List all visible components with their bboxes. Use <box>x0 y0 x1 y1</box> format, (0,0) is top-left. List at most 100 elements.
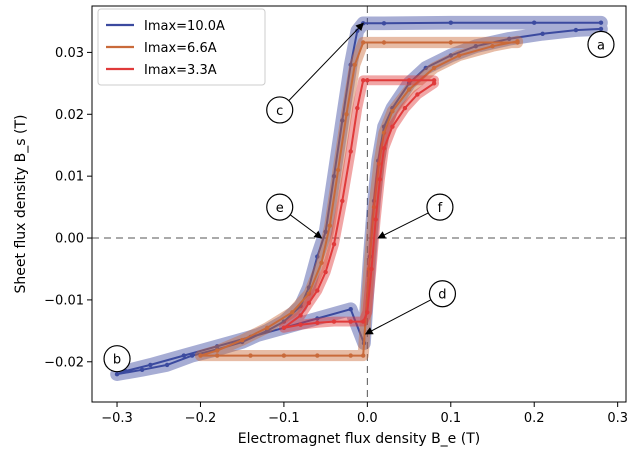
data-point <box>248 353 253 358</box>
data-point <box>423 65 428 71</box>
data-point <box>361 78 366 83</box>
x-tick-label: 0.2 <box>524 411 545 426</box>
data-point <box>515 39 520 44</box>
data-point <box>139 367 145 372</box>
data-point <box>352 62 357 67</box>
data-point <box>265 325 270 330</box>
legend-item: Imax=10.0A <box>106 19 225 34</box>
data-point <box>240 337 245 343</box>
data-point <box>348 149 353 154</box>
x-tick-label: −0.3 <box>101 411 133 426</box>
annotation-a: a <box>587 30 615 58</box>
series-2 <box>194 35 524 362</box>
annotation-label: d <box>438 288 446 303</box>
data-point <box>507 36 512 41</box>
data-point <box>381 146 387 151</box>
data-point <box>306 291 312 296</box>
data-point <box>532 20 537 25</box>
data-point <box>315 254 320 259</box>
data-point <box>114 372 120 377</box>
legend: Imax=10.0A Imax=6.6A Imax=3.3A <box>97 8 266 86</box>
annotation-b: b <box>103 345 131 373</box>
data-point <box>431 65 437 71</box>
data-point <box>215 344 220 349</box>
data-point <box>540 31 545 36</box>
legend-box <box>97 8 266 86</box>
x-tick-label: 0.1 <box>440 411 461 426</box>
data-point <box>390 109 395 114</box>
data-point <box>355 105 360 111</box>
data-point <box>335 167 341 173</box>
data-point <box>377 177 383 182</box>
data-point <box>448 20 453 25</box>
y-tick-label: −0.01 <box>44 293 84 308</box>
legend-label: Imax=10.0A <box>144 19 225 34</box>
annotation-arrow <box>364 299 432 335</box>
data-point <box>598 26 604 32</box>
annotation-label: c <box>276 104 283 119</box>
data-point <box>181 353 186 358</box>
data-point <box>348 319 353 324</box>
data-point <box>402 105 408 111</box>
series-layer <box>110 15 608 382</box>
annotation-circle <box>587 30 615 58</box>
data-point <box>306 300 312 306</box>
y-axis-label: Sheet flux density B_s (T) <box>13 115 29 294</box>
annotation-circle <box>266 96 294 124</box>
data-point <box>406 78 412 83</box>
data-point <box>598 20 604 25</box>
data-point <box>215 348 220 353</box>
annotation-label: b <box>113 353 121 368</box>
data-point <box>323 229 328 234</box>
data-point <box>390 124 395 129</box>
annotation-d: d <box>364 280 457 335</box>
data-point <box>298 322 303 327</box>
data-point <box>215 353 220 358</box>
data-point <box>331 174 337 179</box>
y-tick-label: 0.00 <box>55 232 84 247</box>
data-point <box>348 307 353 312</box>
data-point <box>331 319 337 324</box>
y-tick-label: −0.02 <box>44 355 84 370</box>
y-axis-ticks: −0.02 −0.01 0.00 0.01 0.02 0.03 <box>44 46 92 370</box>
data-point <box>456 53 462 58</box>
data-point <box>319 260 324 265</box>
annotation-arrow <box>288 22 364 101</box>
y-tick-label: 0.01 <box>55 170 84 185</box>
data-point <box>376 161 382 166</box>
data-point <box>315 320 320 325</box>
data-point <box>198 353 203 358</box>
annotation-c: c <box>266 22 364 124</box>
data-point <box>361 40 366 45</box>
annotation-circle <box>428 280 457 308</box>
annotation-arrow <box>377 212 429 239</box>
annotation-circle <box>426 193 454 221</box>
data-point <box>315 353 320 358</box>
annotation-circle <box>103 345 131 373</box>
annotation-e: e <box>266 193 323 239</box>
data-point <box>164 362 170 368</box>
annotation-label: a <box>597 38 605 53</box>
legend-label: Imax=3.3A <box>144 63 217 78</box>
data-point <box>281 353 287 358</box>
annotation-label: f <box>438 201 443 216</box>
plot-frame <box>91 5 627 403</box>
data-point <box>340 118 345 123</box>
data-point <box>348 62 353 67</box>
data-point <box>148 362 153 368</box>
data-point <box>415 92 420 97</box>
x-tick-label: 0.0 <box>357 411 378 426</box>
y-tick-label: 0.02 <box>55 108 84 123</box>
data-point <box>290 310 295 315</box>
annotations-layer: a b c d e f <box>103 22 615 373</box>
data-point <box>369 266 374 272</box>
legend-item: Imax=6.6A <box>106 41 217 56</box>
x-tick-label: −0.1 <box>268 411 300 426</box>
annotation-f: f <box>377 193 454 239</box>
data-point <box>381 40 387 45</box>
data-point <box>281 325 287 330</box>
data-point <box>431 81 437 86</box>
y-tick-label: 0.03 <box>55 46 84 61</box>
data-point <box>361 353 366 358</box>
